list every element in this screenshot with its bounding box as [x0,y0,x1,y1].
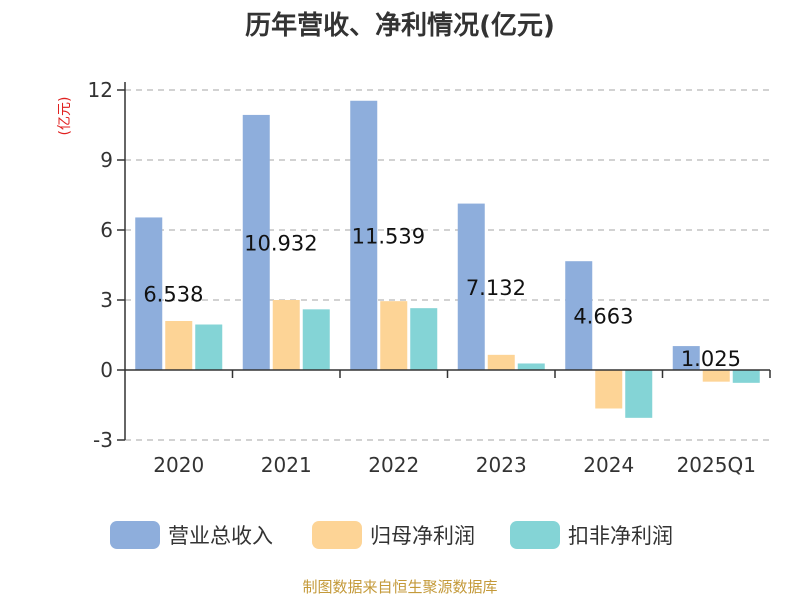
bar-扣非净利润-2020 [195,324,223,370]
bar-扣非净利润-2021 [302,309,330,370]
grid-lines [125,89,770,441]
legend-label: 营业总收入 [168,524,273,548]
bar-归母净利润-2021 [272,300,300,370]
bar-营业总收入-2022 [350,100,378,371]
y-tick-label: 9 [100,148,113,172]
data-labels: 6.538 10.932 11.539 7.132 4.663 1.025 [143,224,741,371]
bar-归母净利润-2024 [595,370,623,409]
bar-归母净利润-2020 [165,321,193,370]
x-tick-label: 2025Q1 [677,453,756,477]
y-tick-label: 0 [100,358,113,382]
x-tick-labels: 2020 2021 2022 2023 2024 2025Q1 [153,453,756,477]
bars [135,100,760,418]
bar-归母净利润-2023 [487,354,515,370]
legend-swatch [312,521,362,549]
y-tick-label: 3 [100,288,113,312]
y-tick-label: 6 [100,218,113,242]
source-note: 制图数据来自恒生聚源数据库 [302,578,497,596]
data-label: 10.932 [244,231,317,255]
bar-营业总收入-2021 [242,114,270,370]
legend: 营业总收入 归母净利润 扣非净利润 [110,521,673,549]
y-axis-unit: (亿元) [57,97,73,136]
bar-扣非净利润-2025Q1 [732,370,760,383]
legend-swatch [510,521,560,549]
chart-title: 历年营收、净利情况(亿元) [245,10,555,41]
bar-扣非净利润-2023 [517,363,545,370]
y-tick-label: -3 [93,428,113,452]
bar-扣非净利润-2024 [625,370,653,418]
axes [117,82,771,441]
data-label: 1.025 [681,347,741,371]
data-label: 7.132 [466,276,526,300]
bar-营业总收入-2024 [565,261,593,370]
x-tick-label: 2022 [368,453,419,477]
legend-label: 扣非净利润 [568,524,673,548]
legend-swatch [110,521,160,549]
bar-营业总收入-2020 [135,217,163,370]
x-tick-label: 2021 [261,453,312,477]
x-tick-label: 2020 [153,453,204,477]
x-tick-label: 2024 [583,453,634,477]
bar-扣非净利润-2022 [410,308,438,370]
bar-营业总收入-2023 [457,203,485,370]
bar-营业总收入-2025Q1 [672,346,700,370]
legend-label: 归母净利润 [370,524,475,548]
y-tick-labels: -3 0 3 6 9 12 [88,78,113,452]
y-tick-label: 12 [88,78,113,102]
data-label: 4.663 [573,305,633,329]
data-label: 11.539 [352,224,425,248]
x-tick-label: 2023 [476,453,527,477]
data-label: 6.538 [143,283,203,307]
bar-归母净利润-2022 [380,301,408,370]
bar-归母净利润-2025Q1 [702,370,730,382]
